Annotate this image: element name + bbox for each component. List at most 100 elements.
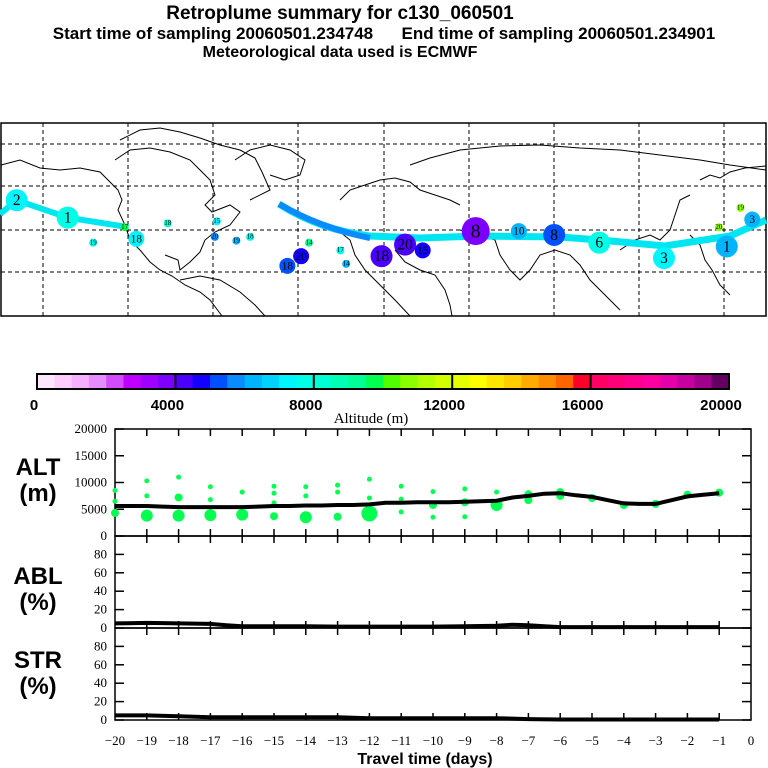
map-marker: 10 <box>510 223 527 240</box>
alt-scatter-point <box>140 509 153 522</box>
colorbar-swatch <box>556 374 574 389</box>
colorbar-tick-label: 12000 <box>423 397 465 414</box>
y-tick-label: 5000 <box>81 501 107 516</box>
marker-label: 20 <box>296 251 308 263</box>
marker-dot <box>128 230 145 247</box>
alt-scatter-point <box>366 495 372 501</box>
colorbar-swatch <box>331 374 349 389</box>
map-marker: 1 <box>56 206 79 229</box>
x-tick-label: −11 <box>391 733 411 748</box>
x-tick-label: −8 <box>490 733 504 748</box>
x-tick-label: −19 <box>137 733 157 748</box>
marker-dot <box>714 223 723 232</box>
marker-dot <box>163 219 172 228</box>
map-marker: 20 <box>293 248 310 265</box>
alt-scatter-point <box>303 484 309 490</box>
marker-dot <box>210 232 219 241</box>
marker-dot <box>89 238 98 247</box>
x-tick-label: 0 <box>748 733 755 748</box>
y-tick-label: 40 <box>94 675 107 690</box>
str-label-line1: STR <box>14 647 62 674</box>
map-marker: 2 <box>5 189 28 212</box>
colorbar-swatch <box>261 374 280 389</box>
x-tick-label: −16 <box>232 733 253 748</box>
colorbar-swatch <box>88 374 107 389</box>
alt-scatter-point <box>144 478 150 484</box>
colorbar-swatch <box>140 374 159 389</box>
marker-label: 14 <box>305 238 313 246</box>
str-series-line <box>115 713 720 722</box>
alt-scatter-point <box>398 509 404 515</box>
map-marker: 17 <box>120 223 129 232</box>
map-marker: 18 <box>279 257 296 274</box>
marker-dot <box>744 211 761 228</box>
colorbar-swatch <box>192 374 211 389</box>
colorbar-swatch <box>106 374 124 389</box>
marker-label: 3 <box>749 214 755 226</box>
map-marker: 18 <box>370 245 393 268</box>
coastline <box>0 159 223 317</box>
map-marker: 20 <box>210 232 219 241</box>
marker-label: 18 <box>131 233 143 245</box>
marker-label: 19 <box>233 237 241 245</box>
abl-label-line1: ABL <box>13 563 63 590</box>
alt-scatter-point <box>176 474 182 480</box>
map-marker: 3 <box>744 211 761 228</box>
y-tick-label: 80 <box>94 638 107 653</box>
colorbar-swatch <box>590 374 609 389</box>
map-marker: 18 <box>246 233 255 241</box>
colorbar-frame <box>36 373 730 390</box>
map-graticule <box>1 123 766 316</box>
y-tick-label: 0 <box>101 528 108 543</box>
coastline <box>114 147 241 271</box>
marker-dot <box>5 189 28 212</box>
alt-scatter-point <box>207 497 213 503</box>
marker-label: 20 <box>715 223 723 231</box>
x-tick-label: −20 <box>105 733 125 748</box>
marker-dot <box>461 217 490 246</box>
alt-label-line1: ALT <box>15 454 61 481</box>
colorbar-swatch <box>659 374 678 389</box>
y-tick-label: 40 <box>94 583 107 598</box>
map-coastlines <box>0 127 767 317</box>
marker-dot <box>543 223 566 246</box>
map-marker: 19 <box>89 238 98 247</box>
map-marker: 15 <box>212 217 221 226</box>
alt-scatter-point <box>430 514 436 520</box>
coastline <box>179 275 266 317</box>
colorbar-swatch <box>504 374 522 389</box>
map-marker: 14 <box>342 260 351 268</box>
alt-label-line2: (m) <box>19 480 57 507</box>
y-tick-label: 0 <box>101 620 108 635</box>
marker-dot <box>414 242 431 259</box>
marker-label: 18 <box>282 260 294 272</box>
marker-dot <box>715 235 738 258</box>
coastline <box>234 144 306 181</box>
marker-label: 17 <box>121 223 129 231</box>
x-tick-label: −13 <box>327 733 347 748</box>
marker-dot <box>370 245 393 268</box>
coastline <box>119 127 271 201</box>
abl-panel: 0 20 40 60 80 <box>94 535 752 635</box>
marker-label: 18 <box>247 233 255 241</box>
colorbar-swatch <box>244 374 263 389</box>
x-tick-label: −17 <box>200 733 221 748</box>
abl-panel-label: ABL (%) <box>3 564 73 616</box>
map-marker: 8 <box>543 223 566 246</box>
x-tick-label: −7 <box>521 733 535 748</box>
x-tick-label: −3 <box>649 733 663 748</box>
alt-scatter-point <box>494 489 500 495</box>
map-marker: 20 <box>394 233 417 256</box>
colorbar-swatch <box>348 374 367 389</box>
y-tick-label: 20 <box>94 694 107 709</box>
colorbar-swatch <box>71 374 90 389</box>
trajectory-segment <box>277 201 371 241</box>
alt-scatter-point <box>239 489 245 495</box>
colorbar-swatch <box>625 374 643 389</box>
alt-scatter-point <box>236 508 249 521</box>
colorbar-swatch <box>383 374 401 389</box>
colorbar-swatch <box>434 374 453 389</box>
alt-scatter-point <box>398 483 404 489</box>
